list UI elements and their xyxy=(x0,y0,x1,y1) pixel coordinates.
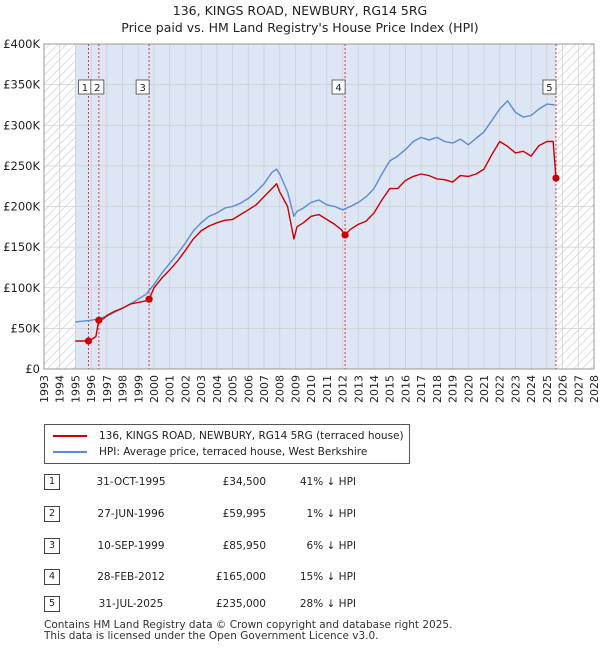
transaction-date: 10-SEP-1999 xyxy=(97,540,165,552)
transaction-label-4: 4 xyxy=(335,83,341,94)
x-tick-label: 2023 xyxy=(509,375,522,403)
transaction-price: £235,000 xyxy=(215,598,266,610)
transaction-date: 31-OCT-1995 xyxy=(96,476,166,488)
x-tick-label: 2013 xyxy=(352,375,365,403)
property-price-line xyxy=(75,140,557,342)
chart-subtitle: Price paid vs. HM Land Registry's House … xyxy=(121,20,479,35)
transaction-label-box-5 xyxy=(542,79,557,95)
y-tick-label: £50K xyxy=(11,321,41,335)
x-tick-label: 2014 xyxy=(368,375,381,403)
transaction-hpi-diff: 1% ↓ HPI xyxy=(306,508,356,520)
table-row: 5 31-JUL-2025 £235,000 28% ↓ HPI xyxy=(44,596,404,616)
transaction-label-1: 1 xyxy=(82,83,88,94)
x-tick-label: 2010 xyxy=(305,375,318,403)
x-tick-label: 1994 xyxy=(54,375,67,403)
transaction-marker-5 xyxy=(552,174,560,182)
transaction-marker-2 xyxy=(95,316,103,324)
x-tick-label: 2006 xyxy=(242,375,255,403)
transaction-marker-3 xyxy=(145,295,153,303)
x-tick-label: 2000 xyxy=(148,375,161,403)
x-tick-label: 2022 xyxy=(494,375,507,403)
transaction-number: 3 xyxy=(44,538,60,554)
x-tick-label: 2028 xyxy=(588,375,600,403)
transaction-number: 2 xyxy=(44,506,60,522)
transaction-date: 31-JUL-2025 xyxy=(98,598,164,610)
transaction-label-box-3 xyxy=(135,79,150,95)
x-tick-label: 1996 xyxy=(85,375,98,403)
transaction-marker-4 xyxy=(341,231,349,239)
chart-title: 136, KINGS ROAD, NEWBURY, RG14 5RG xyxy=(172,3,428,18)
y-tick-label: £400K xyxy=(3,37,40,51)
transaction-price: £59,995 xyxy=(222,508,266,520)
transaction-label-5: 5 xyxy=(546,83,552,94)
y-tick-label: £300K xyxy=(3,118,40,132)
x-tick-label: 2009 xyxy=(289,375,302,403)
y-tick-label: £100K xyxy=(3,281,40,295)
x-tick-label: 2004 xyxy=(211,375,224,403)
transaction-number: 5 xyxy=(44,596,60,612)
x-tick-label: 2001 xyxy=(164,375,177,403)
x-tick-label: 1998 xyxy=(117,375,130,403)
y-tick-label: £250K xyxy=(3,159,40,173)
legend: 136, KINGS ROAD, NEWBURY, RG14 5RG (terr… xyxy=(44,424,410,464)
y-tick-label: £350K xyxy=(3,78,40,92)
transaction-label-box-2 xyxy=(90,79,105,95)
x-tick-label: 2025 xyxy=(541,375,554,403)
legend-property-label: 136, KINGS ROAD, NEWBURY, RG14 5RG (terr… xyxy=(99,430,404,442)
footer: Contains HM Land Registry data © Crown c… xyxy=(44,620,452,642)
transaction-label-box-4 xyxy=(331,79,346,95)
transaction-marker-1 xyxy=(84,337,93,345)
x-tick-label: 2003 xyxy=(195,375,208,403)
y-tick-label: £0 xyxy=(25,362,40,376)
x-tick-label: 2026 xyxy=(557,375,570,403)
x-tick-label: 2008 xyxy=(274,375,287,403)
x-tick-label: 2011 xyxy=(321,375,334,403)
transaction-date: 27-JUN-1996 xyxy=(97,508,165,520)
x-tick-label: 2024 xyxy=(525,375,538,403)
x-tick-label: 2005 xyxy=(227,375,240,403)
legend-hpi-swatch xyxy=(53,451,87,453)
x-tick-label: 2007 xyxy=(258,375,271,403)
x-tick-label: 1995 xyxy=(69,375,82,403)
transaction-hpi-diff: 15% ↓ HPI xyxy=(299,571,356,583)
legend-property-swatch xyxy=(53,435,87,437)
x-tick-label: 2017 xyxy=(415,375,428,403)
x-tick-label: 2021 xyxy=(478,375,491,403)
transaction-number: 4 xyxy=(44,569,60,585)
x-tick-label: 2027 xyxy=(572,375,585,403)
footer-licence: This data is licensed under the Open Gov… xyxy=(44,630,379,642)
transaction-date: 28-FEB-2012 xyxy=(97,571,165,583)
legend-hpi-label: HPI: Average price, terraced house, West… xyxy=(99,446,368,458)
x-tick-label: 2019 xyxy=(447,375,460,403)
transaction-hpi-diff: 6% ↓ HPI xyxy=(306,540,356,552)
footer-copyright: Contains HM Land Registry data © Crown c… xyxy=(44,619,453,631)
table-row: 1 31-OCT-1995 £34,500 41% ↓ HPI xyxy=(44,474,404,494)
transaction-price: £85,950 xyxy=(222,540,266,552)
table-row: 4 28-FEB-2012 £165,000 15% ↓ HPI xyxy=(44,569,404,589)
transaction-price: £34,500 xyxy=(222,476,266,488)
table-row: 2 27-JUN-1996 £59,995 1% ↓ HPI xyxy=(44,506,404,526)
x-tick-label: 1999 xyxy=(132,375,145,403)
table-row: 3 10-SEP-1999 £85,950 6% ↓ HPI xyxy=(44,538,404,558)
y-tick-label: £200K xyxy=(3,200,40,214)
transaction-price: £165,000 xyxy=(215,571,266,583)
x-tick-label: 2002 xyxy=(179,375,192,403)
transaction-label-3: 3 xyxy=(139,83,145,94)
plot-frame xyxy=(43,43,595,370)
x-tick-label: 2012 xyxy=(337,375,350,403)
x-tick-label: 2020 xyxy=(462,375,475,403)
x-tick-label: 2016 xyxy=(399,375,412,403)
transaction-hpi-diff: 41% ↓ HPI xyxy=(299,476,356,488)
hpi-line xyxy=(75,100,555,323)
x-tick-label: 1997 xyxy=(101,375,114,403)
transaction-number: 1 xyxy=(44,474,60,490)
transaction-hpi-diff: 28% ↓ HPI xyxy=(299,598,356,610)
x-tick-label: 2018 xyxy=(431,375,444,403)
x-tick-label: 2015 xyxy=(384,375,397,403)
transaction-label-2: 2 xyxy=(94,83,100,94)
y-tick-label: £150K xyxy=(3,240,40,254)
x-tick-label: 1993 xyxy=(38,375,51,403)
